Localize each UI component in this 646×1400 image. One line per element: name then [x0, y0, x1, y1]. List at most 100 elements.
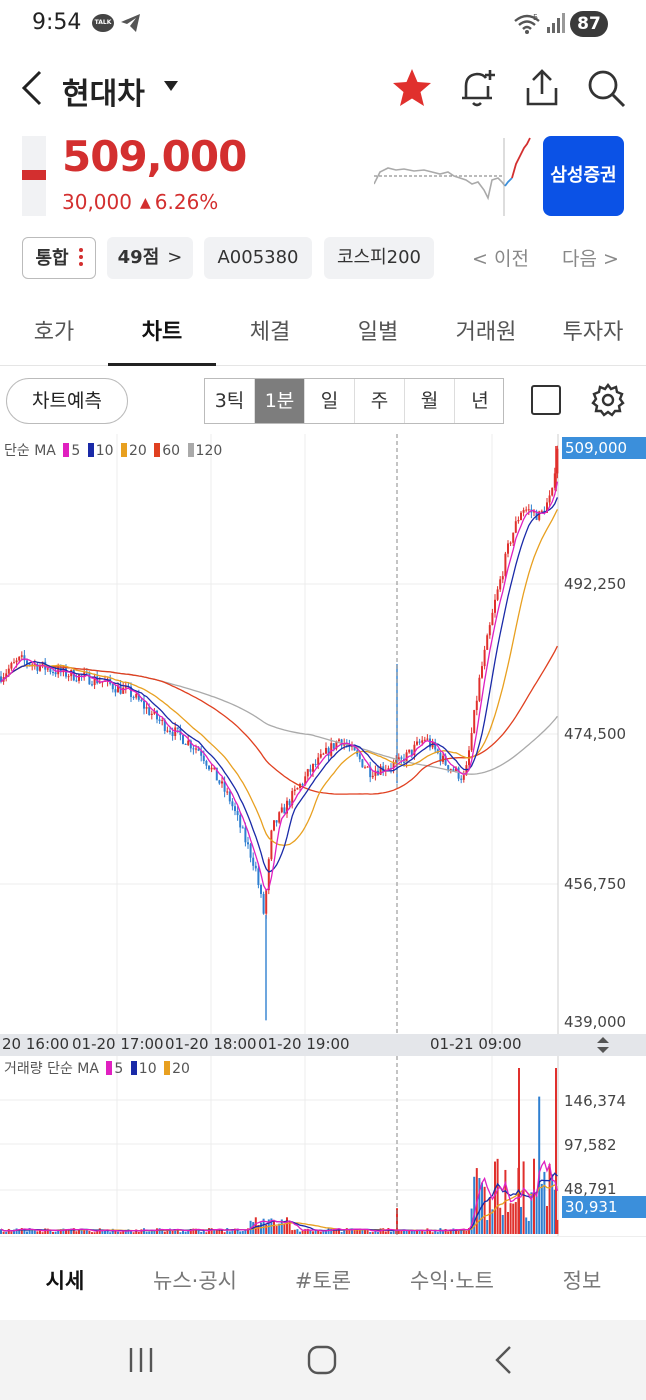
candle-body — [249, 844, 252, 858]
bottom-tab-discussion[interactable]: #토론 — [294, 1269, 352, 1293]
back-arrow-icon[interactable] — [18, 68, 44, 108]
prev-stock-link[interactable]: < 이전 — [472, 244, 529, 271]
volume-bar — [384, 1231, 387, 1234]
volume-chart[interactable]: 거래량 단순 MA 5 10 20 146,374 97,582 48,791 … — [0, 1056, 646, 1236]
candle-body — [429, 738, 431, 748]
volume-bar — [195, 1228, 197, 1234]
market-chip[interactable]: 통합 — [22, 237, 96, 279]
time-label: 01-20 19:00 — [258, 1035, 350, 1053]
split-resize-icon[interactable] — [594, 1036, 612, 1054]
volume-bar — [304, 1229, 307, 1234]
candle-body — [226, 791, 229, 793]
fullscreen-square-icon[interactable] — [531, 385, 561, 415]
bottom-tab-notes[interactable]: 수익·노트 — [410, 1269, 494, 1293]
volume-bar — [91, 1232, 93, 1234]
share-icon[interactable] — [520, 66, 564, 110]
candle-body — [286, 800, 288, 814]
volume-bar — [262, 1218, 265, 1234]
candle-body — [91, 684, 93, 686]
candle-body — [332, 743, 335, 749]
favorite-star-icon[interactable] — [390, 66, 434, 110]
price-chart-canvas[interactable] — [0, 434, 646, 1034]
volume-legend-prefix: 거래량 단순 MA — [4, 1061, 99, 1077]
volume-bar — [543, 1171, 546, 1234]
volume-bar — [20, 1228, 23, 1234]
volume-bar — [148, 1231, 151, 1234]
code-chip[interactable]: A005380 — [204, 237, 312, 279]
volume-bar — [460, 1229, 463, 1234]
volume-bar — [358, 1228, 361, 1234]
candle-body — [520, 512, 522, 520]
candle-body — [231, 801, 234, 807]
home-icon[interactable] — [306, 1344, 338, 1376]
recent-apps-icon[interactable] — [126, 1346, 156, 1374]
candle-body — [187, 740, 190, 745]
volume-bar — [241, 1231, 244, 1234]
volume-bar — [156, 1228, 158, 1234]
bottom-tab-info[interactable]: 정보 — [562, 1269, 602, 1293]
volume-bar — [540, 1183, 543, 1234]
volume-bar — [59, 1229, 62, 1234]
period-week[interactable]: 주 — [355, 379, 405, 423]
volume-bar — [114, 1230, 117, 1234]
current-price-badge: 509,000 — [562, 437, 646, 459]
volume-bar — [41, 1232, 44, 1234]
tab-investors[interactable]: 투자자 — [562, 320, 624, 345]
candle-body — [124, 686, 127, 688]
period-year[interactable]: 년 — [471, 390, 489, 412]
candle-body — [301, 784, 304, 786]
candle-body — [366, 766, 369, 768]
candle-body — [288, 800, 291, 806]
candle-body — [130, 686, 132, 697]
candle-body — [418, 741, 421, 743]
volume-bar — [93, 1232, 96, 1234]
next-stock-link[interactable]: 다음 > — [562, 244, 619, 271]
candle-body — [501, 576, 504, 580]
period-day[interactable]: 일 — [305, 379, 355, 423]
volume-bar — [109, 1232, 112, 1234]
volume-bar — [468, 1228, 470, 1234]
tab-chart[interactable]: 차트 — [141, 320, 183, 345]
gear-icon[interactable] — [590, 382, 626, 418]
tab-trades[interactable]: 체결 — [249, 320, 291, 345]
price-chart[interactable]: 단순 MA 5 10 20 60 120 509,000 492,250 474… — [0, 434, 646, 1034]
chart-predict-button[interactable]: 차트예측 — [6, 378, 128, 424]
tab-orderbook[interactable]: 호가 — [33, 320, 75, 345]
volume-bar — [223, 1232, 226, 1234]
alarm-add-icon[interactable] — [456, 66, 500, 110]
candle-body — [158, 719, 161, 722]
candle-body — [387, 768, 390, 770]
period-1min[interactable]: 1분 — [255, 379, 305, 423]
score-chip[interactable]: 49점 > — [107, 237, 193, 279]
ma5-label: 5 — [71, 443, 81, 459]
tab-daily[interactable]: 일별 — [357, 320, 399, 345]
period-3tick[interactable]: 3틱 — [205, 379, 255, 423]
back-nav-icon[interactable] — [492, 1344, 514, 1376]
period-month[interactable]: 월 — [405, 379, 455, 423]
volume-bar — [265, 1224, 268, 1234]
broker-button[interactable]: 삼성증권 — [543, 136, 624, 216]
stock-name[interactable]: 현대차 — [62, 77, 145, 112]
candle-body — [369, 766, 372, 778]
candle-body — [117, 685, 119, 693]
volume-bar — [504, 1169, 507, 1234]
candle-body — [62, 667, 65, 673]
candle-body — [208, 765, 210, 770]
ma20-label: 20 — [128, 443, 147, 459]
bottom-tab-quote[interactable]: 시세 — [45, 1269, 85, 1293]
bottom-tab-news[interactable]: 뉴스·공시 — [153, 1269, 237, 1293]
candle-body — [252, 857, 255, 866]
dropdown-triangle-icon[interactable] — [163, 79, 179, 93]
volume-chart-canvas[interactable] — [0, 1056, 646, 1236]
candle-body — [556, 448, 559, 474]
index-chip[interactable]: 코스피200 — [324, 237, 434, 279]
y-tick-label: 439,000 — [564, 1013, 627, 1031]
candle-body — [39, 666, 41, 671]
candle-body — [442, 755, 444, 762]
candle-body — [10, 663, 13, 669]
change-percent: 6.26% — [154, 190, 219, 214]
volume-bar — [470, 1208, 473, 1234]
search-icon[interactable] — [584, 66, 628, 110]
tab-brokers[interactable]: 거래원 — [455, 320, 517, 345]
volume-ma-legend: 거래량 단순 MA 5 10 20 — [4, 1058, 190, 1078]
